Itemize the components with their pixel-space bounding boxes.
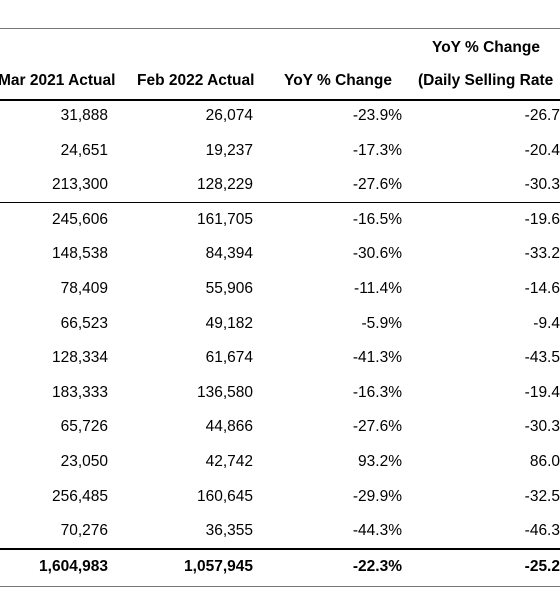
table-cell: -11.4% xyxy=(354,280,402,297)
table-cell: 36,355 xyxy=(205,522,253,540)
table-cell: 256,485 xyxy=(51,487,108,505)
table-cell: -19.4 xyxy=(524,383,560,401)
table-cell: -9.4 xyxy=(533,314,560,332)
table-cell: -14.6 xyxy=(524,280,560,297)
total-cell: -22.3% xyxy=(352,558,402,575)
table-cell: 213,300 xyxy=(51,176,108,194)
bottom-rule xyxy=(0,586,560,587)
table-cell: 55,906 xyxy=(205,280,253,297)
table-cell: 245,606 xyxy=(51,210,108,228)
table-cell: 66,523 xyxy=(60,314,108,332)
header-top: YoY % Change xyxy=(432,39,540,56)
table-cell: -17.3% xyxy=(352,141,402,159)
table-cell: -29.9% xyxy=(352,487,402,505)
table-cell: -44.3% xyxy=(352,522,402,540)
table-cell: -46.3 xyxy=(524,522,560,540)
table-cell: -43.5 xyxy=(524,349,560,367)
column-header: Feb 2022 Actual xyxy=(137,72,255,89)
table-cell: 61,674 xyxy=(205,349,253,367)
table-cell: -27.6% xyxy=(352,418,402,436)
table-cell: 148,538 xyxy=(51,245,108,263)
column-header: Mar 2021 Actual xyxy=(0,72,116,89)
table-cell: -30.3 xyxy=(524,418,560,436)
header-rule xyxy=(0,99,560,101)
table-cell: 84,394 xyxy=(205,245,253,263)
table-cell: 65,726 xyxy=(60,418,108,436)
table-cell: 44,866 xyxy=(205,418,253,436)
table-cell: 86.0 xyxy=(529,453,560,470)
total-cell: -25.2 xyxy=(524,558,560,575)
total-cell: 1,604,983 xyxy=(39,558,108,575)
table-cell: 136,580 xyxy=(196,383,253,401)
table-cell: 42,742 xyxy=(205,453,253,470)
column-header: (Daily Selling Rate xyxy=(418,72,554,89)
table-cell: 128,229 xyxy=(196,176,253,194)
table-cell: -41.3% xyxy=(352,349,402,367)
total-rule xyxy=(0,548,560,550)
table-cell: -30.6% xyxy=(352,245,402,263)
table-cell: -26.7 xyxy=(524,107,560,124)
table-cell: 23,050 xyxy=(60,453,108,470)
table-cell: 49,182 xyxy=(205,314,253,332)
table-cell: 161,705 xyxy=(196,210,253,228)
top-rule xyxy=(0,28,560,29)
table-cell: 19,237 xyxy=(205,141,253,159)
table-cell: -27.6% xyxy=(352,176,402,194)
table-cell: 78,409 xyxy=(60,280,108,297)
table-cell: -16.3% xyxy=(352,383,402,401)
table-cell: 70,276 xyxy=(60,522,108,540)
table-cell: -5.9% xyxy=(361,314,403,332)
table-cell: -19.6 xyxy=(524,210,560,228)
table-cell: 160,645 xyxy=(196,487,253,505)
table-cell: -30.3 xyxy=(524,176,560,194)
total-cell: 1,057,945 xyxy=(184,558,253,575)
table-cell: 93.2% xyxy=(358,453,402,470)
table-cell: -20.4 xyxy=(524,141,560,159)
table-cell: -32.5 xyxy=(524,487,560,505)
group-rule xyxy=(0,202,560,203)
table-cell: 31,888 xyxy=(60,107,108,124)
table-cell: -23.9% xyxy=(352,107,402,124)
table-cell: -33.2 xyxy=(524,245,560,263)
table-cell: 183,333 xyxy=(51,383,108,401)
column-header: YoY % Change xyxy=(284,72,392,89)
table-cell: 26,074 xyxy=(205,107,253,124)
table-cell: 128,334 xyxy=(51,349,108,367)
table-cell: -16.5% xyxy=(352,210,402,228)
table-cell: 24,651 xyxy=(60,141,108,159)
